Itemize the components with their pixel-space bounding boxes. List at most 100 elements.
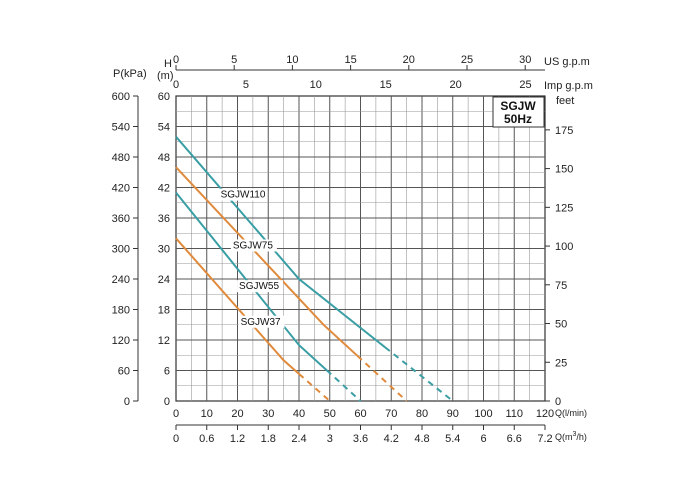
pressure-tick-label: 420 bbox=[112, 183, 130, 195]
series-line-sgjw55 bbox=[175, 191, 328, 371]
series-label-sgjw55: SGJW55 bbox=[239, 281, 279, 292]
imp-gpm-tick-label: 20 bbox=[449, 79, 461, 91]
pressure-tick-label: 120 bbox=[112, 335, 130, 347]
q-m3h-tick-label: 1.2 bbox=[230, 433, 245, 445]
q-m3h-axis-title-suffix: /h) bbox=[576, 432, 587, 442]
us-gpm-tick-label: 25 bbox=[461, 54, 473, 66]
feet-tick-label: 25 bbox=[555, 357, 567, 369]
q-m3h-tick-label: 0.6 bbox=[199, 433, 214, 445]
q-m3h-tick-label: 3.6 bbox=[353, 433, 368, 445]
pressure-tick-label: 540 bbox=[112, 122, 130, 134]
head-tick-label: 6 bbox=[164, 366, 170, 378]
head-tick-label: 54 bbox=[158, 122, 170, 134]
q-lmin-tick-label: 30 bbox=[262, 408, 274, 420]
pressure-tick-label: 300 bbox=[112, 244, 130, 256]
q-lmin-tick-label: 50 bbox=[324, 408, 336, 420]
series-label-sgjw37: SGJW37 bbox=[241, 317, 281, 328]
q-lmin-tick-label: 70 bbox=[385, 408, 397, 420]
imp-gpm-tick-label: 15 bbox=[380, 79, 392, 91]
pressure-tick-label: 0 bbox=[124, 396, 130, 408]
series-line-dashed-sgjw37 bbox=[298, 373, 331, 402]
imp-gpm-tick-label: 10 bbox=[310, 79, 322, 91]
series-label-background bbox=[218, 188, 265, 201]
series-label-sgjw110: SGJW110 bbox=[221, 190, 266, 201]
series-line-sgjw75 bbox=[175, 166, 359, 357]
head-tick-label: 18 bbox=[158, 305, 170, 317]
q-m3h-axis-title: Q(m3/h) bbox=[555, 431, 587, 442]
series-line-sgjw37 bbox=[175, 237, 300, 375]
q-lmin-tick-label: 80 bbox=[416, 408, 428, 420]
series-label-background bbox=[237, 280, 284, 293]
model-box-frequency: 50Hz bbox=[504, 112, 532, 126]
series-line-dashed-sgjw75 bbox=[356, 355, 408, 402]
q-m3h-tick-label: 7.2 bbox=[537, 433, 552, 445]
q-lmin-tick-label: 20 bbox=[231, 408, 243, 420]
q-m3h-tick-label: 4.2 bbox=[384, 433, 399, 445]
feet-tick-label: 50 bbox=[555, 319, 567, 331]
q-lmin-tick-label: 90 bbox=[447, 408, 459, 420]
pressure-tick-label: 480 bbox=[112, 152, 130, 164]
q-lmin-tick-label: 120 bbox=[536, 408, 554, 420]
imp-gpm-tick-label: 0 bbox=[173, 79, 179, 91]
series-line-dashed-sgjw55 bbox=[326, 369, 362, 402]
feet-tick-label: 150 bbox=[555, 164, 573, 176]
q-lmin-tick-label: 10 bbox=[201, 408, 213, 420]
q-m3h-tick-label: 5.4 bbox=[445, 433, 460, 445]
q-m3h-tick-label: 4.8 bbox=[414, 433, 429, 445]
feet-tick-label: 0 bbox=[555, 396, 561, 408]
imp-gpm-tick-label: 5 bbox=[243, 79, 249, 91]
series-label-background bbox=[238, 315, 285, 328]
head-tick-label: 36 bbox=[158, 213, 170, 225]
head-axis-unit: (m) bbox=[157, 70, 174, 82]
us-gpm-tick-label: 10 bbox=[286, 54, 298, 66]
model-box bbox=[492, 96, 545, 128]
head-tick-label: 42 bbox=[158, 183, 170, 195]
pressure-tick-label: 600 bbox=[112, 91, 130, 103]
us-gpm-tick-label: 5 bbox=[231, 54, 237, 66]
head-tick-label: 60 bbox=[158, 91, 170, 103]
q-lmin-axis-title: Q(l/min) bbox=[555, 408, 587, 418]
q-lmin-tick-label: 110 bbox=[505, 408, 523, 420]
series-label-sgjw75: SGJW75 bbox=[233, 241, 273, 252]
feet-tick-label: 75 bbox=[555, 280, 567, 292]
q-m3h-tick-label: 3 bbox=[327, 433, 333, 445]
head-tick-label: 30 bbox=[158, 244, 170, 256]
q-lmin-tick-label: 40 bbox=[293, 408, 305, 420]
feet-tick-label: 100 bbox=[555, 241, 573, 253]
q-m3h-axis-title-prefix: Q(m bbox=[555, 432, 573, 442]
chart-series: SGJW110 SGJW75 SGJW55 SGJW37 bbox=[175, 136, 454, 402]
q-m3h-axis-title-sup: 3 bbox=[573, 431, 577, 438]
us-gpm-tick-label: 15 bbox=[344, 54, 356, 66]
model-box-name: SGJW bbox=[500, 99, 536, 113]
q-m3h-tick-label: 1.8 bbox=[261, 433, 276, 445]
q-lmin-tick-label: 100 bbox=[474, 408, 492, 420]
chart-grid bbox=[175, 95, 546, 402]
q-lmin-tick-label: 0 bbox=[173, 408, 179, 420]
imp-gpm-tick-label: 25 bbox=[519, 79, 531, 91]
us-gpm-axis-title: US g.p.m bbox=[544, 56, 590, 68]
q-lmin-tick-label: 60 bbox=[354, 408, 366, 420]
q-m3h-tick-label: 2.4 bbox=[291, 433, 306, 445]
pressure-tick-label: 60 bbox=[118, 366, 130, 378]
imp-gpm-axis-title: Imp g.p.m bbox=[544, 80, 593, 92]
us-gpm-tick-label: 30 bbox=[519, 54, 531, 66]
pressure-tick-label: 240 bbox=[112, 274, 130, 286]
q-m3h-tick-label: 6.6 bbox=[507, 433, 522, 445]
series-label-background bbox=[230, 239, 277, 252]
head-tick-label: 0 bbox=[164, 396, 170, 408]
pressure-tick-label: 360 bbox=[112, 213, 130, 225]
head-axis-title: H bbox=[164, 58, 172, 70]
q-m3h-tick-label: 0 bbox=[173, 433, 179, 445]
us-gpm-tick-label: 20 bbox=[403, 54, 415, 66]
pressure-tick-label: 180 bbox=[112, 305, 130, 317]
pressure-axis-title: P(kPa) bbox=[113, 68, 147, 80]
feet-axis-title: feet bbox=[556, 95, 574, 107]
q-m3h-tick-label: 6 bbox=[480, 433, 486, 445]
series-line-dashed-sgjw110 bbox=[384, 346, 454, 402]
us-gpm-tick-label: 0 bbox=[173, 54, 179, 66]
feet-tick-label: 175 bbox=[555, 125, 573, 137]
head-tick-label: 12 bbox=[158, 335, 170, 347]
head-tick-label: 24 bbox=[158, 274, 170, 286]
